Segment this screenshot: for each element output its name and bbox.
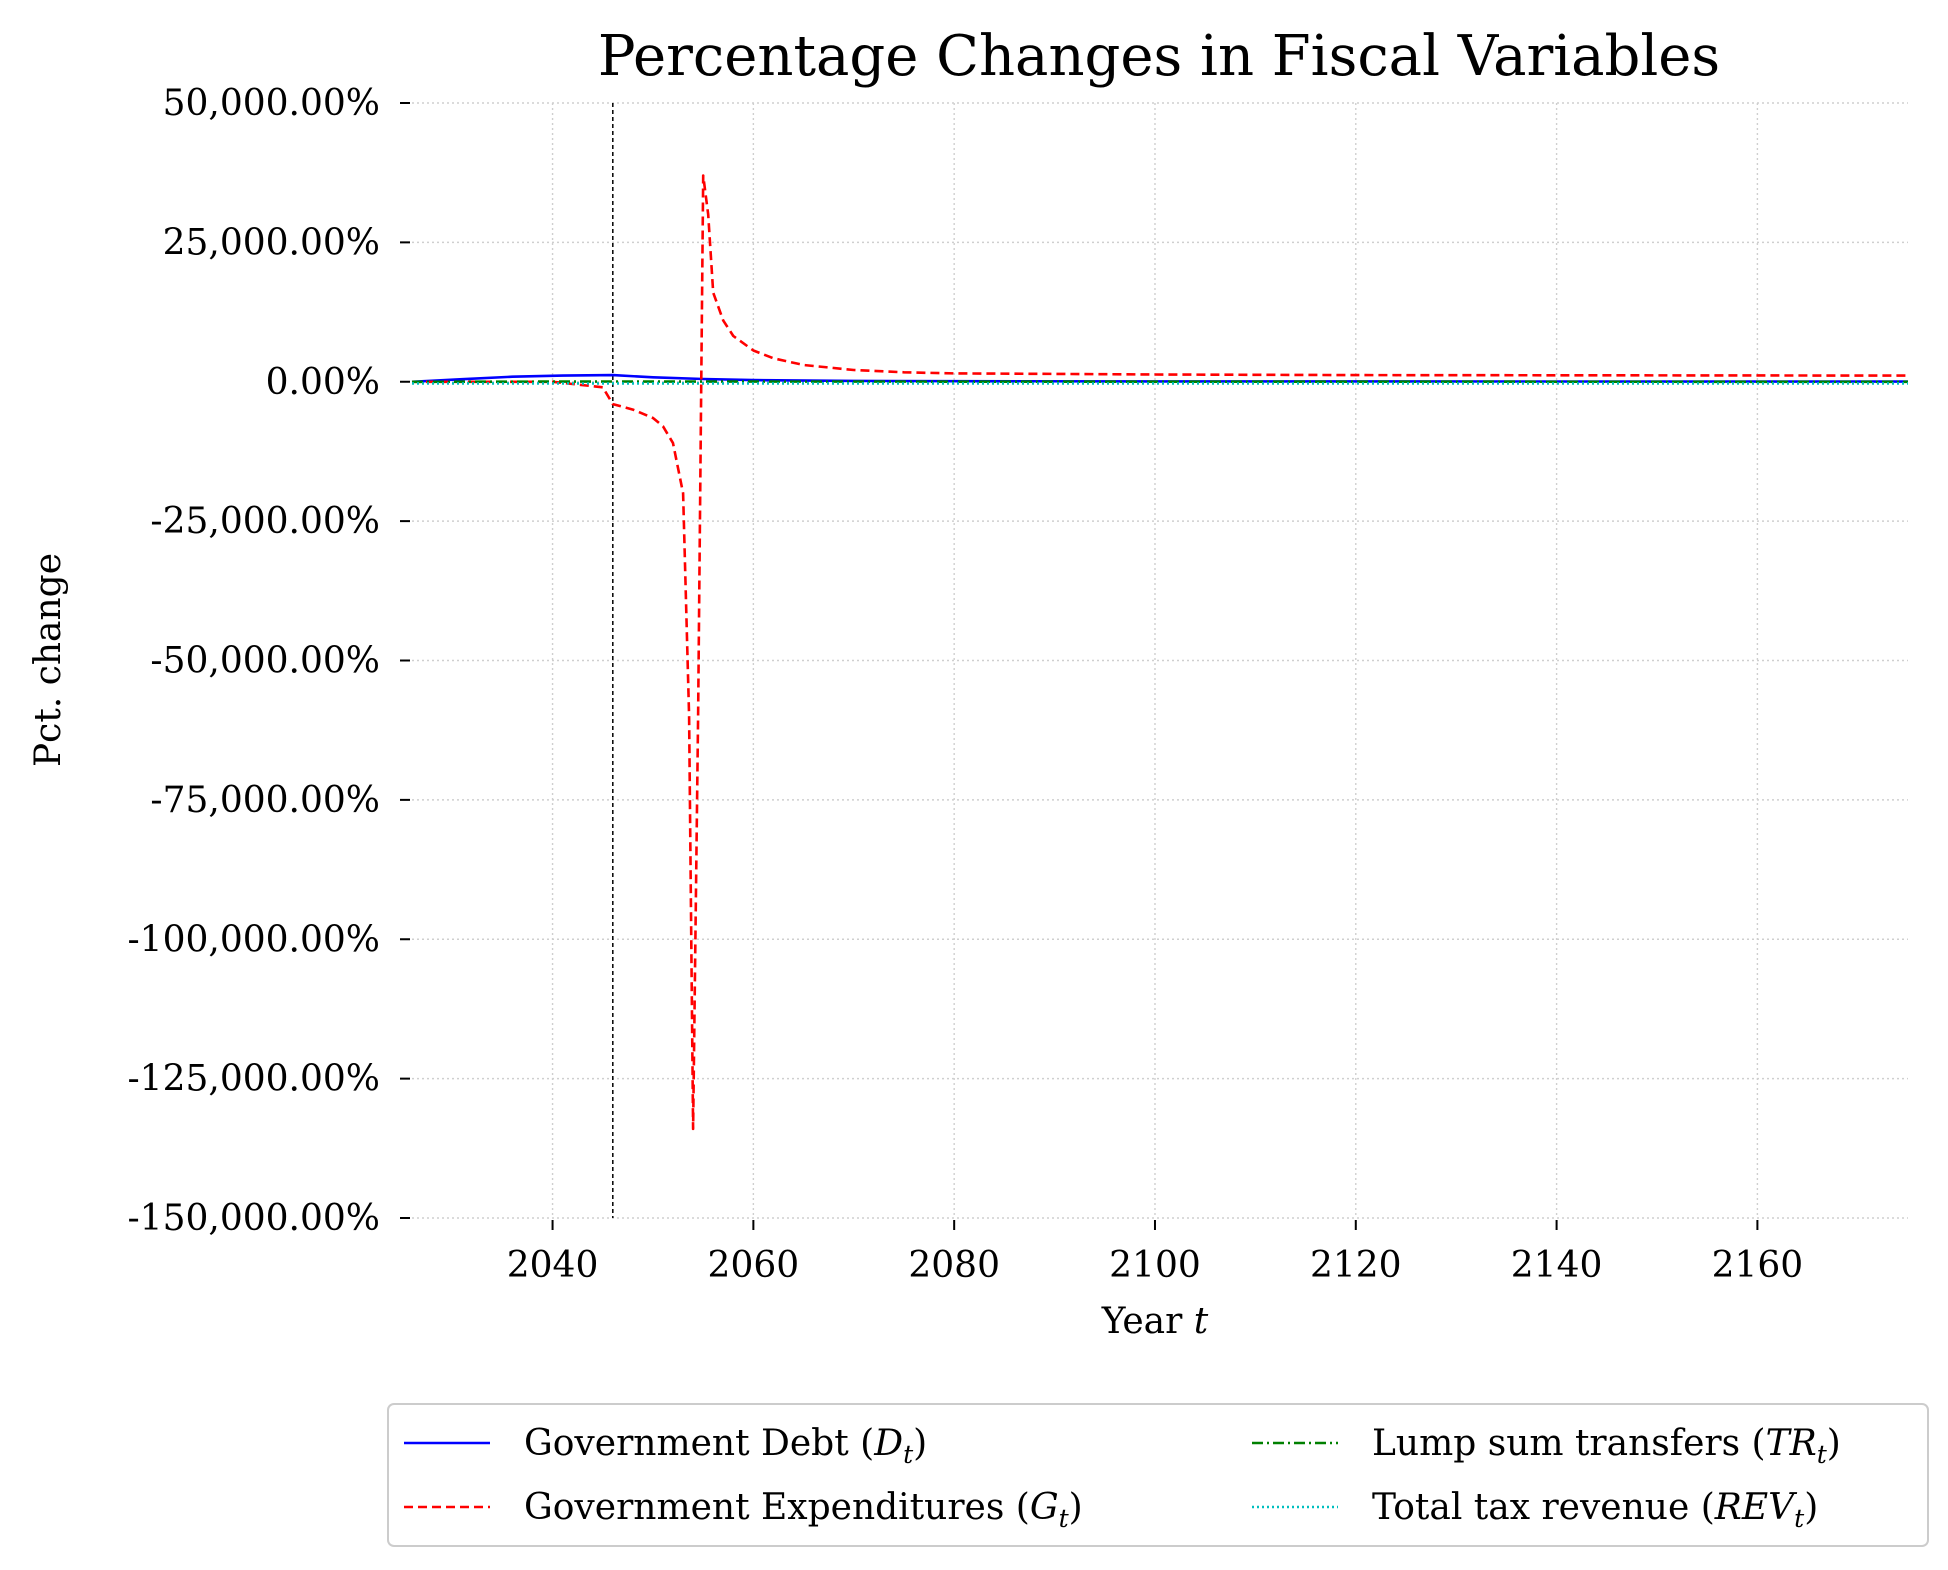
x-axis-label-text: Year: [1101, 1301, 1183, 1342]
y-tick-label: -125,000.00%: [128, 1059, 381, 1100]
y-tick-label: -25,000.00%: [150, 501, 380, 542]
legend: Government Debt (Dt)Government Expenditu…: [387, 1403, 1929, 1547]
legend-entry: Lump sum transfers (TRt): [1372, 1423, 1841, 1469]
grid-lines: [412, 102, 1908, 1219]
legend-entry-subscript: t: [1059, 1504, 1070, 1533]
series-layer: [411, 174, 1909, 1131]
legend-entry-symbol: REV: [1714, 1487, 1798, 1528]
x-tick-label: 2080: [908, 1245, 1000, 1286]
legend-entry: Total tax revenue (REVt): [1372, 1487, 1818, 1533]
legend-entry-subscript: t: [1794, 1504, 1805, 1533]
x-axis-label-var: t: [1194, 1301, 1209, 1342]
y-tick-label: 25,000.00%: [163, 222, 380, 263]
y-tick-label: 50,000.00%: [163, 83, 380, 124]
y-tick-label: 0.00%: [266, 362, 380, 403]
series-line: [411, 373, 1909, 384]
legend-entry: Government Debt (Dt): [524, 1423, 927, 1469]
legend-entry-close: ): [1827, 1423, 1841, 1464]
x-tick-label: 2100: [1109, 1245, 1201, 1286]
chart-title: Percentage Changes in Fiscal Variables: [598, 24, 1720, 89]
y-tick-label: -50,000.00%: [150, 641, 380, 682]
legend-entry-subscript: t: [1817, 1440, 1828, 1469]
legend-entry-name: Government Expenditures (: [524, 1487, 1030, 1528]
legend-entry-symbol: D: [873, 1423, 903, 1464]
legend-entry-close: ): [913, 1423, 927, 1464]
x-axis: 2040 2060 2080 2100 2120 2140 2160: [507, 1220, 1803, 1286]
series-line: [412, 174, 1909, 1131]
y-tick-label: -100,000.00%: [128, 919, 381, 960]
x-tick-label: 2060: [708, 1245, 800, 1286]
legend-entry-subscript: t: [903, 1440, 914, 1469]
y-tick-label: -150,000.00%: [128, 1198, 381, 1239]
x-tick-label: 2140: [1511, 1245, 1603, 1286]
legend-entry-close: ): [1804, 1487, 1818, 1528]
y-axis-label: Pct. change: [28, 553, 69, 767]
legend-entry-symbol: TR: [1766, 1423, 1817, 1464]
legend-box: [387, 1403, 1929, 1547]
legend-entry: Government Expenditures (Gt): [524, 1487, 1083, 1533]
legend-entry-name: Total tax revenue (: [1372, 1487, 1715, 1528]
legend-entry-name: Government Debt (: [524, 1423, 874, 1464]
y-axis: 50,000.00% 25,000.00% 0.00% -25,000.00% -50,…: [128, 83, 410, 1239]
legend-entry-close: ): [1069, 1487, 1083, 1528]
x-axis-label: Year t: [1101, 1301, 1209, 1342]
x-tick-label: 2160: [1712, 1245, 1804, 1286]
x-tick-label: 2040: [507, 1245, 599, 1286]
legend-entry-symbol: G: [1030, 1487, 1059, 1528]
y-tick-label: -75,000.00%: [150, 780, 380, 821]
x-tick-label: 2120: [1310, 1245, 1402, 1286]
legend-entry-name: Lump sum transfers (: [1372, 1423, 1766, 1464]
